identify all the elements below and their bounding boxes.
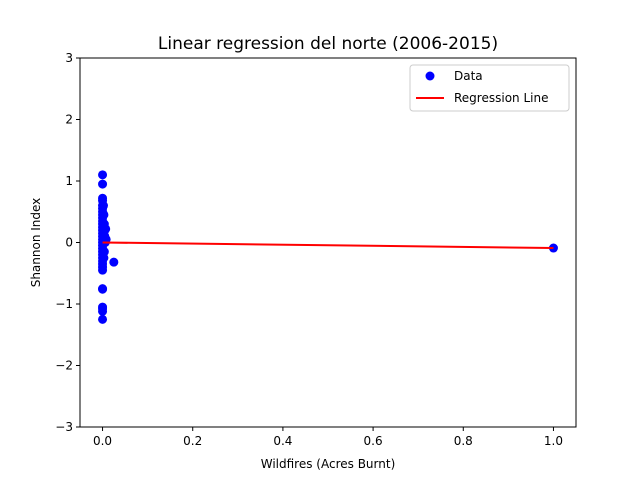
x-tick-label: 0.8 [454,434,473,448]
x-axis-label: Wildfires (Acres Burnt) [261,457,396,471]
data-point [98,265,108,275]
y-axis-label: Shannon Index [29,198,43,288]
y-tick-label: 1 [65,174,73,188]
y-tick-label: 3 [65,51,73,65]
y-tick-label: 2 [65,113,73,127]
legend-marker-data [425,71,435,81]
x-tick-label: 0.6 [364,434,383,448]
data-point [98,284,108,294]
data-point [98,201,108,211]
legend-box [409,64,570,112]
x-tick-label: 0.0 [93,434,112,448]
y-tick-label: −2 [55,359,73,373]
chart-title: Linear regression del norte (2006-2015) [158,34,498,54]
x-tick-label: 0.2 [183,434,202,448]
legend: Data Regression Line [409,64,570,112]
data-point [99,253,109,263]
y-tick-label: 0 [65,236,73,250]
regression-line [102,241,554,250]
data-point [101,224,111,234]
data-point [98,179,108,189]
plot-area [98,170,558,324]
data-point [98,314,108,324]
data-point [98,170,108,180]
data-point [109,257,119,267]
data-point [98,306,108,316]
legend-label-regression: Regression Line [454,91,548,105]
data-point [99,210,109,220]
legend-label-data: Data [454,69,483,83]
y-tick-label: −3 [55,420,73,434]
y-axis: −3 −2 −1 0 1 2 3 [55,51,80,434]
x-tick-label: 1.0 [544,434,563,448]
x-tick-label: 0.4 [273,434,292,448]
x-axis: 0.0 0.2 0.4 0.6 0.8 1.0 [93,427,563,448]
y-tick-label: −1 [55,297,73,311]
